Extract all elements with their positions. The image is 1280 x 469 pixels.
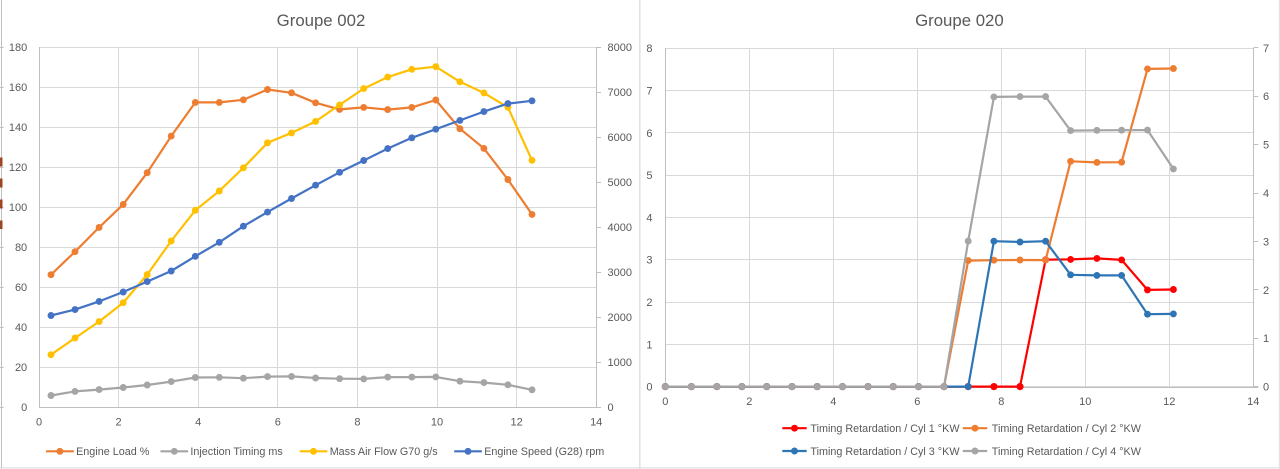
svg-text:10: 10 [431,417,443,429]
svg-text:20: 20 [15,362,27,374]
svg-text:7: 7 [646,86,652,98]
svg-text:6000: 6000 [608,132,632,144]
svg-text:3: 3 [646,255,652,267]
svg-text:10: 10 [1079,396,1091,408]
svg-text:60: 60 [15,282,27,294]
svg-text:14: 14 [1247,396,1259,408]
svg-text:2000: 2000 [608,312,632,324]
svg-text:2: 2 [746,396,752,408]
svg-text:12: 12 [510,417,522,429]
svg-text:14: 14 [590,417,602,429]
svg-text:Groupe 020: Groupe 020 [915,11,1004,30]
svg-text:8: 8 [646,43,652,55]
svg-text:Injection Timing ms: Injection Timing ms [190,446,283,458]
svg-text:6: 6 [646,128,652,140]
svg-text:2: 2 [116,417,122,429]
svg-text:0: 0 [21,402,27,414]
svg-text:7000: 7000 [608,87,632,99]
svg-text:3000: 3000 [608,267,632,279]
svg-text:7: 7 [1263,43,1269,55]
svg-text:Mass Air Flow G70 g/s: Mass Air Flow G70 g/s [330,446,439,458]
svg-text:0: 0 [608,402,614,414]
svg-text:5000: 5000 [608,177,632,189]
svg-text:1: 1 [1263,333,1269,345]
svg-text:Groupe 002: Groupe 002 [277,11,366,30]
svg-text:3: 3 [1263,236,1269,248]
svg-text:6: 6 [914,396,920,408]
svg-text:Timing Retardation / Cyl 2 °KW: Timing Retardation / Cyl 2 °KW [992,423,1142,435]
svg-text:160: 160 [9,82,27,94]
svg-text:80: 80 [15,242,27,254]
svg-text:1: 1 [646,339,652,351]
svg-text:100: 100 [9,202,27,214]
svg-text:6: 6 [1263,91,1269,103]
svg-text:0: 0 [36,417,42,429]
svg-text:12: 12 [1163,396,1175,408]
svg-text:2: 2 [1263,285,1269,297]
svg-text:8000: 8000 [608,42,632,54]
svg-text:4: 4 [195,417,201,429]
svg-text:Engine Speed (G28) rpm: Engine Speed (G28) rpm [484,446,604,458]
svg-text:140: 140 [9,122,27,134]
svg-text:Timing Retardation / Cyl 3 °KW: Timing Retardation / Cyl 3 °KW [810,446,960,458]
svg-text:Timing Retardation / Cyl 4 °KW: Timing Retardation / Cyl 4 °KW [992,446,1142,458]
svg-text:120: 120 [9,162,27,174]
svg-text:8: 8 [998,396,1004,408]
svg-text:4000: 4000 [608,222,632,234]
svg-text:Engine Load %: Engine Load % [76,446,150,458]
svg-text:0: 0 [1263,382,1269,394]
svg-text:0: 0 [646,382,652,394]
svg-text:0: 0 [662,396,668,408]
svg-text:180: 180 [9,42,27,54]
svg-text:6: 6 [275,417,281,429]
svg-text:4: 4 [830,396,836,408]
svg-text:4: 4 [646,212,652,224]
svg-text:4: 4 [1263,188,1269,200]
svg-text:40: 40 [15,322,27,334]
svg-text:2: 2 [646,297,652,309]
svg-text:5: 5 [1263,140,1269,152]
svg-text:Timing Retardation / Cyl 1 °KW: Timing Retardation / Cyl 1 °KW [810,423,960,435]
svg-text:1000: 1000 [608,357,632,369]
svg-text:5: 5 [646,170,652,182]
svg-text:8: 8 [354,417,360,429]
